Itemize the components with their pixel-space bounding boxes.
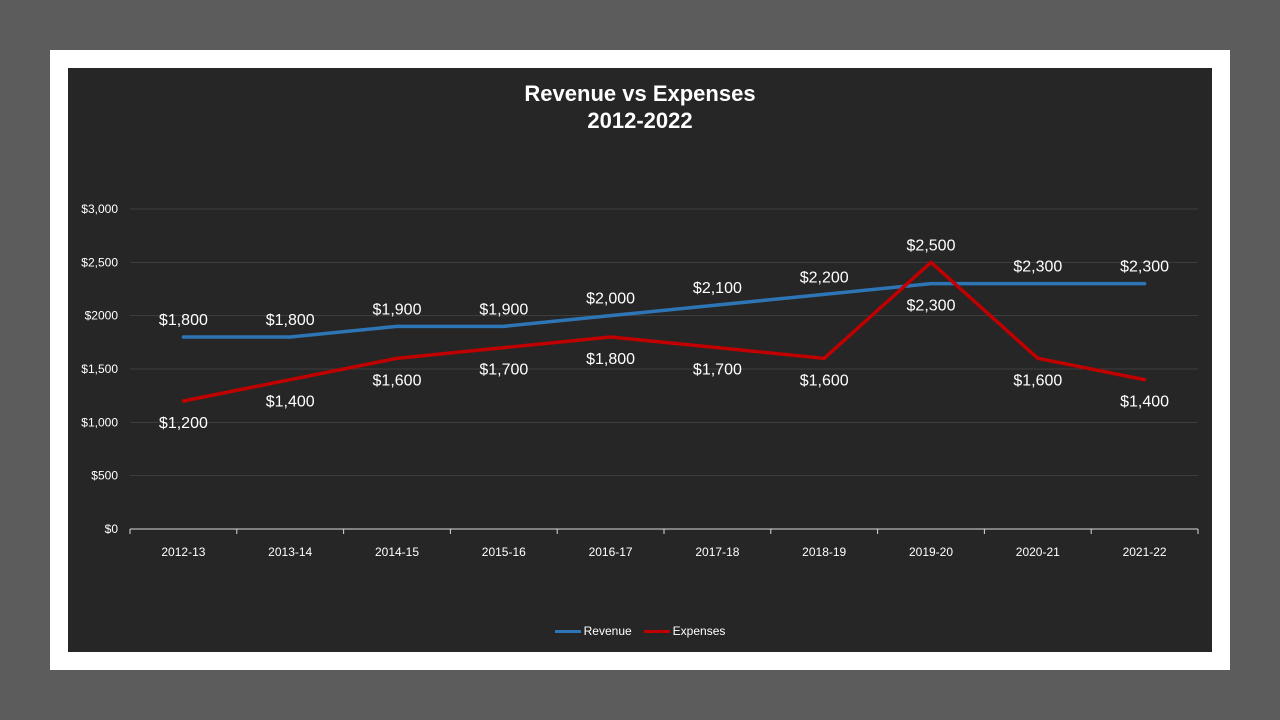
line-chart-plot: $0 $500 $1,000 $1,500 $2000 $2,500 $3,000 2012-… <box>81 202 1199 559</box>
data-label-revenue: $2,300 <box>907 298 956 315</box>
data-label-expenses: $1,600 <box>373 372 422 389</box>
data-label-revenue: $1,900 <box>479 301 528 318</box>
data-label-expenses: $1,700 <box>693 362 742 379</box>
data-label-revenue: $2,000 <box>586 291 635 308</box>
data-label-expenses: $1,400 <box>266 394 315 411</box>
legend-label-expenses: Expenses <box>672 624 726 638</box>
chart-area[interactable]: Revenue vs Expenses 2012-2022 $0 $500 $1,0… <box>68 68 1212 652</box>
legend-swatch-expenses <box>643 629 670 633</box>
legend-label-revenue: Revenue <box>583 624 632 638</box>
legend: Revenue Expenses <box>68 624 1212 638</box>
chart-subtitle: 2012-2022 <box>587 108 693 133</box>
y-tick-label: $2000 <box>85 309 119 323</box>
chart-title-line1: Revenue vs Expenses <box>524 81 756 106</box>
x-tick-label: 2013-14 <box>268 545 312 559</box>
data-label-expenses: $1,600 <box>800 372 849 389</box>
y-tick-label: $3,000 <box>81 202 118 216</box>
y-tick-label: $500 <box>91 469 118 483</box>
y-tick-label: $0 <box>105 522 119 536</box>
y-tick-label: $1,500 <box>81 362 118 376</box>
series-line-expenses <box>181 260 1147 403</box>
data-label-expenses: $1,600 <box>1013 372 1062 389</box>
data-label-revenue: $1,900 <box>373 301 422 318</box>
x-tick-label: 2017-18 <box>695 545 739 559</box>
chart-title: Revenue vs Expenses 2012-2022 <box>68 80 1212 134</box>
x-tick-label: 2015-16 <box>482 545 526 559</box>
x-tick-label: 2018-19 <box>802 545 846 559</box>
legend-item-expenses[interactable]: Expenses <box>643 624 726 638</box>
x-tick-label: 2016-17 <box>589 545 633 559</box>
data-label-revenue: $2,200 <box>800 269 849 286</box>
data-label-revenue: $2,100 <box>693 280 742 297</box>
data-label-expenses: $1,400 <box>1120 394 1169 411</box>
data-label-expenses: $1,200 <box>159 415 208 432</box>
y-tick-label: $1,000 <box>81 415 118 429</box>
data-label-revenue: $1,800 <box>159 312 208 329</box>
data-label-revenue: $1,800 <box>266 312 315 329</box>
x-tick-label: 2021-22 <box>1123 545 1167 559</box>
data-label-revenue: $2,300 <box>1013 259 1062 276</box>
data-label-revenue: $2,300 <box>1120 259 1169 276</box>
legend-swatch-revenue <box>554 629 581 633</box>
y-tick-label: $2,500 <box>81 255 118 269</box>
x-tick-label: 2019-20 <box>909 545 953 559</box>
data-label-expenses: $2,500 <box>907 237 956 254</box>
data-label-expenses: $1,800 <box>586 351 635 368</box>
x-tick-label: 2014-15 <box>375 545 419 559</box>
series-line-revenue <box>181 281 1147 339</box>
x-tick-label: 2012-13 <box>161 545 205 559</box>
legend-item-revenue[interactable]: Revenue <box>554 624 632 638</box>
data-label-expenses: $1,700 <box>479 362 528 379</box>
chart-frame: Revenue vs Expenses 2012-2022 $0 $500 $1,0… <box>50 50 1230 670</box>
x-tick-label: 2020-21 <box>1016 545 1060 559</box>
